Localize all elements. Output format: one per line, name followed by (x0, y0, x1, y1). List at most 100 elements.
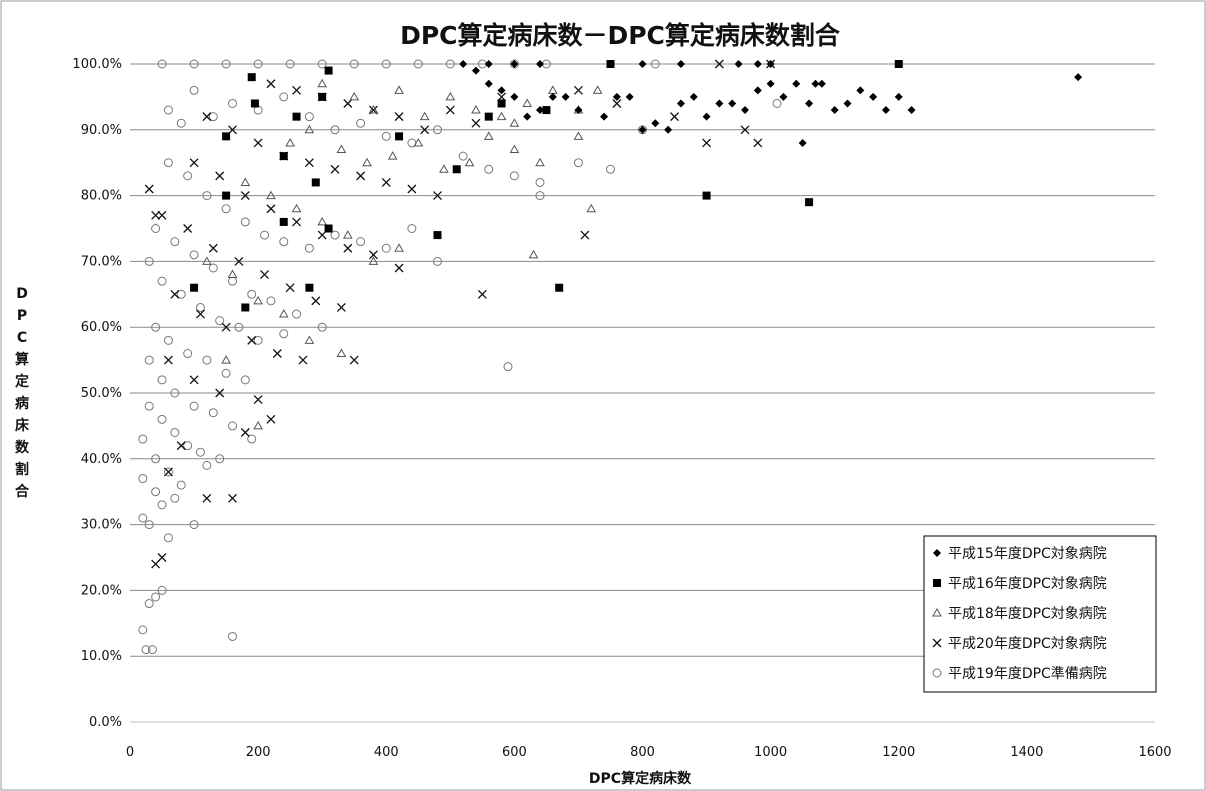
data-point (394, 112, 404, 122)
data-point (304, 335, 315, 344)
y-axis-label-char: P (17, 308, 27, 324)
data-point (144, 599, 154, 609)
data-point (304, 243, 314, 253)
y-axis-label-char: 合 (15, 483, 30, 500)
data-point (279, 152, 288, 161)
data-point (266, 190, 276, 200)
data-point (805, 99, 814, 108)
data-point (285, 283, 295, 293)
legend-marker (933, 579, 941, 587)
data-point (305, 283, 314, 292)
data-point (163, 533, 173, 543)
data-point (458, 151, 468, 161)
legend-marker (932, 668, 942, 678)
data-point (535, 157, 545, 167)
chart-title: DPC算定病床数－DPC算定病床数割合 (400, 21, 841, 50)
data-point (728, 99, 737, 108)
data-point (766, 79, 775, 88)
data-point (349, 355, 359, 365)
data-point (433, 231, 442, 240)
data-point (228, 493, 237, 503)
data-point (811, 79, 820, 88)
data-point (157, 276, 167, 286)
data-point (240, 428, 250, 437)
data-point (368, 250, 378, 260)
data-point (509, 144, 520, 154)
data-point (394, 85, 404, 94)
x-tick-label: 0 (126, 745, 134, 760)
data-point (304, 158, 314, 168)
data-point (670, 112, 679, 122)
data-point (471, 105, 481, 114)
data-point (625, 92, 634, 101)
data-point (407, 184, 417, 194)
data-point (215, 316, 225, 326)
data-point (221, 355, 231, 364)
data-point (869, 92, 878, 101)
data-point (189, 85, 199, 95)
data-point (240, 375, 250, 385)
data-point (141, 645, 151, 655)
data-point (234, 256, 244, 266)
data-point (221, 368, 231, 378)
data-point (279, 92, 289, 102)
data-point (151, 487, 161, 497)
data-point (356, 171, 366, 181)
data-point (651, 119, 660, 128)
data-point (208, 112, 218, 122)
data-point (343, 243, 353, 253)
data-point (362, 157, 372, 167)
data-point (523, 112, 532, 121)
data-point (433, 256, 442, 266)
legend-marker (932, 638, 942, 648)
data-point (561, 92, 570, 101)
data-point (574, 106, 583, 115)
data-point (151, 210, 161, 220)
data-point (368, 256, 379, 265)
data-point (330, 230, 340, 240)
data-point (536, 60, 544, 68)
data-point (228, 98, 237, 108)
data-point (170, 427, 180, 437)
data-point (163, 158, 173, 168)
data-point (138, 625, 148, 635)
data-point (279, 329, 289, 339)
data-point (163, 335, 173, 345)
data-point (266, 296, 276, 306)
data-point (439, 164, 449, 173)
y-tick-label: 90.0% (81, 123, 122, 138)
data-point (843, 99, 852, 108)
data-point (147, 645, 157, 655)
data-point (190, 283, 199, 292)
data-point (638, 125, 647, 134)
data-points (138, 59, 1083, 655)
x-tick-label: 1200 (882, 745, 915, 760)
data-point (176, 289, 186, 299)
data-point (176, 480, 186, 490)
data-point (138, 474, 148, 484)
data-point (222, 191, 231, 200)
data-point (151, 224, 161, 233)
y-axis-label-char: 定 (15, 373, 29, 390)
data-point (592, 85, 603, 94)
data-point (285, 59, 295, 69)
data-point (157, 210, 167, 220)
data-point (522, 98, 533, 107)
data-point (163, 467, 173, 477)
data-point (144, 355, 154, 365)
data-point (772, 98, 782, 108)
legend-entry: 平成19年度DPC準備病院 (948, 666, 1107, 682)
data-point (805, 198, 814, 207)
data-point (298, 355, 308, 365)
data-point (189, 250, 199, 260)
data-point (702, 112, 711, 121)
y-tick-label: 60.0% (81, 320, 122, 335)
data-point (189, 520, 199, 530)
data-point (266, 414, 276, 424)
data-point (304, 112, 314, 122)
data-point (318, 92, 327, 101)
data-point (766, 60, 775, 68)
data-point (542, 106, 551, 115)
data-point (368, 105, 379, 114)
